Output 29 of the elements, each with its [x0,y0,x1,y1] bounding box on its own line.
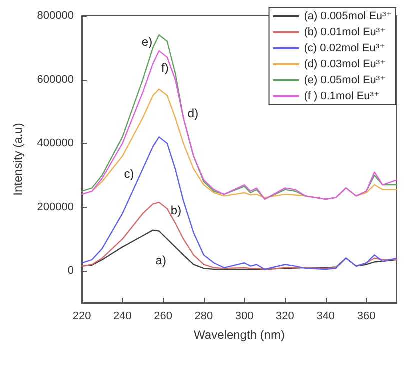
x-axis-title: Wavelength (nm) [194,328,285,342]
legend-label: (e) 0.05mol Eu³⁺ [304,74,386,86]
x-tick-label: 320 [276,310,294,322]
y-tick-label: 0 [68,265,74,278]
y-tick-label: 400000 [37,138,74,150]
y-tick-label: 600000 [37,74,74,86]
y-tick-label: 200000 [37,201,74,214]
legend-label: (f ) 0.1mol Eu³⁺ [304,90,380,102]
annotation: d) [188,106,199,120]
y-tick-label: 800000 [37,10,74,22]
annotation: e) [142,35,153,50]
x-tick-label: 260 [154,310,172,322]
line-series [81,202,398,270]
x-tick-label: 300 [235,310,254,322]
x-tick-label: 280 [194,310,214,322]
legend-label: (c) 0.02mol Eu³⁺ [304,42,386,54]
line-series [81,136,398,270]
annotation: f) [162,61,169,76]
legend-label: (a) 0.005mol Eu³⁺ [304,10,392,22]
x-tick-label: 360 [357,310,376,322]
annotation: b) [170,204,182,218]
annotation: c) [124,167,134,182]
y-axis-title: Intensity (a.u) [11,123,25,196]
legend-label: (d) 0.03mol Eu³⁺ [304,58,386,70]
x-tick-label: 340 [316,310,336,322]
legend-label: (b) 0.01mol Eu³⁺ [304,26,386,38]
x-tick-label: 240 [113,310,132,322]
annotation: a) [156,253,166,268]
x-tick-label: 220 [72,310,92,322]
